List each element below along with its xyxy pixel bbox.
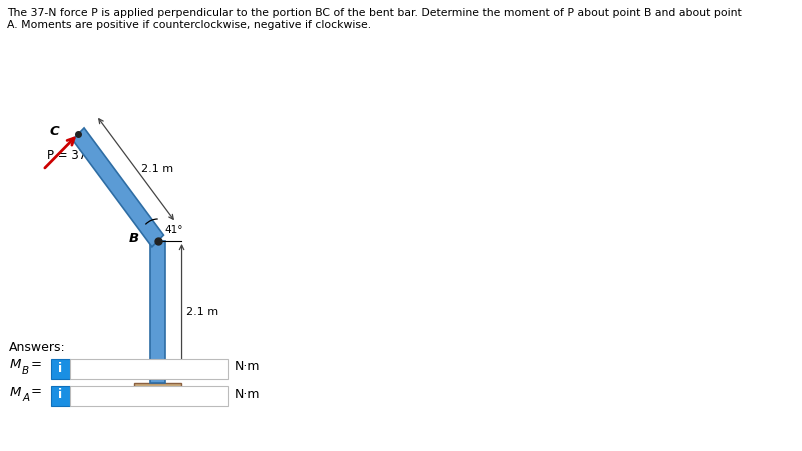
Text: B: B: [22, 366, 29, 376]
Text: N·m: N·m: [234, 387, 260, 400]
Text: C: C: [50, 125, 59, 138]
Text: A. Moments are positive if counterclockwise, negative if clockwise.: A. Moments are positive if counterclockw…: [6, 20, 371, 30]
Bar: [51, 386, 70, 406]
Text: A: A: [22, 393, 29, 403]
Text: i: i: [59, 388, 63, 401]
Text: 2.1 m: 2.1 m: [141, 164, 173, 174]
Polygon shape: [150, 241, 165, 383]
Text: A: A: [134, 368, 144, 382]
Text: $M$: $M$: [9, 386, 22, 399]
Text: Answers:: Answers:: [9, 341, 65, 354]
Text: =: =: [30, 359, 42, 372]
Bar: [70, 359, 227, 379]
Bar: [51, 359, 70, 379]
Text: P = 37 N: P = 37 N: [47, 149, 99, 162]
Text: The 37-N force P is applied perpendicular to the portion BC of the bent bar. Det: The 37-N force P is applied perpendicula…: [6, 8, 740, 18]
Bar: [70, 386, 227, 406]
Text: B: B: [128, 233, 139, 245]
Text: N·m: N·m: [234, 360, 260, 373]
Text: 41°: 41°: [164, 225, 183, 235]
Text: $M$: $M$: [9, 359, 22, 372]
Text: 2.1 m: 2.1 m: [185, 307, 217, 317]
Text: i: i: [59, 362, 63, 374]
Bar: [134, 383, 181, 397]
Text: =: =: [30, 386, 42, 399]
Polygon shape: [72, 128, 164, 247]
